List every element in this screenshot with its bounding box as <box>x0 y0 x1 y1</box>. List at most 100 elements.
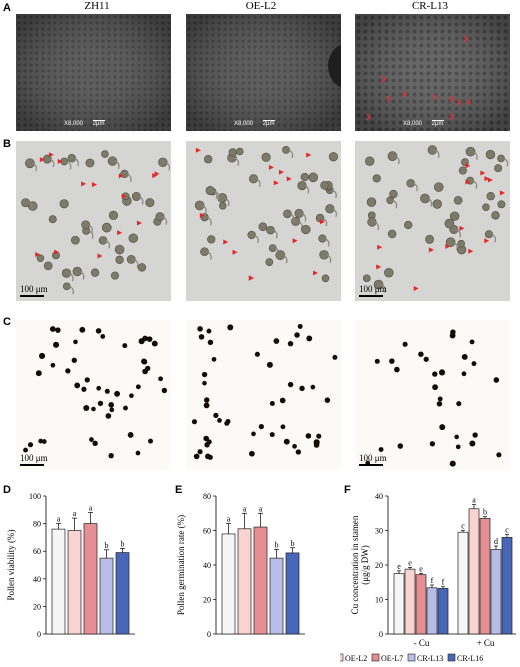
stained-grain <box>432 384 439 391</box>
y-axis-label: Pollen viability (%) <box>6 530 16 601</box>
pollen-grain <box>458 166 467 175</box>
stained-grain <box>306 335 313 342</box>
stained-grain <box>437 396 443 402</box>
stained-grain <box>461 353 468 360</box>
pollen-grain <box>432 199 442 209</box>
pollen-grain <box>67 153 79 167</box>
y-axis-label: Cu concentration in stamen <box>350 515 360 614</box>
pollen-grain <box>384 268 394 278</box>
sem-image-oe-l2: X8,000 2μm <box>186 14 341 131</box>
stained-grain <box>295 449 302 455</box>
arrowhead-marker <box>428 247 434 253</box>
scale-bar-100um: 100 μm <box>20 284 48 297</box>
stained-grain <box>197 326 203 332</box>
pollen-grain <box>72 266 85 280</box>
pollen-grain <box>137 263 147 272</box>
legend-swatch <box>340 653 344 662</box>
arrowhead-marker <box>377 244 383 250</box>
bar <box>393 573 405 635</box>
pollen-grains <box>194 146 339 283</box>
stained-grain <box>269 400 275 406</box>
stained-grain <box>283 438 290 445</box>
pollen-grain <box>282 146 294 159</box>
stained-grain <box>96 385 102 391</box>
stained-grain <box>471 361 477 367</box>
pollen-grain <box>321 274 330 283</box>
significance-letter: b <box>483 508 487 517</box>
pollen-grain <box>81 220 93 233</box>
stained-grain <box>38 352 46 360</box>
arrowhead-marker <box>278 169 284 175</box>
pollen-grain <box>85 158 95 168</box>
pollen-grain <box>325 204 338 217</box>
y-tick-label: 20 <box>33 602 41 611</box>
arrowhead-marker <box>152 173 158 179</box>
stained-grain <box>41 439 47 444</box>
stained-grain <box>138 338 145 345</box>
bar <box>415 574 427 635</box>
pollen-grain <box>194 200 207 214</box>
chart-pollen-viability: 0 20 40 60 80 100 Pollen viability (%) a a a b b <box>6 492 135 639</box>
pollen-image-b-cr-l13: 100 μm <box>355 141 510 301</box>
pollen-grain <box>228 148 237 157</box>
pollen-grain <box>90 268 100 277</box>
significance-letter: a <box>243 504 247 513</box>
stained-grain <box>287 381 294 388</box>
stained-grain <box>38 438 43 444</box>
legend-swatch <box>447 653 456 662</box>
stained-grain <box>81 386 87 392</box>
pollen-grain <box>115 255 124 264</box>
pollen-grain <box>449 211 460 221</box>
stained-grain <box>203 435 210 442</box>
significance-letter: c <box>461 522 465 531</box>
significance-letter: b <box>121 539 125 548</box>
stained-grain <box>65 368 71 374</box>
bar <box>468 508 480 635</box>
sem-mag: X8,000 <box>234 121 254 127</box>
bar <box>99 557 114 635</box>
arrowhead-marker <box>459 225 465 231</box>
significance-letter: d <box>494 537 498 546</box>
bar <box>501 537 513 635</box>
pollen-grain <box>389 189 398 199</box>
stained-grain <box>73 339 78 345</box>
arrowhead-marker <box>81 181 87 187</box>
y-tick-label: 100 <box>29 492 41 501</box>
pollen-image-b-zh11: 100 μm <box>16 141 171 301</box>
pollen-grain <box>60 157 72 170</box>
stained-grain <box>35 370 42 377</box>
stained-grain <box>104 388 110 394</box>
arrowhead-marker <box>39 157 45 163</box>
column-label-zh11: ZH11 <box>84 0 110 12</box>
pollen-grain <box>258 222 268 232</box>
bar <box>67 530 82 635</box>
pollen-grain <box>497 200 506 209</box>
stained-grain <box>455 444 461 450</box>
pollen-grain <box>365 156 375 166</box>
significance-letter: c <box>505 526 509 535</box>
stained-grain <box>394 366 400 373</box>
stained-pollen <box>365 329 502 467</box>
pollen-grain <box>219 202 227 210</box>
stained-grain <box>108 453 114 459</box>
stained-grain <box>378 447 384 452</box>
stained-grain <box>454 434 460 440</box>
scale-bar-100um: 100 μm <box>20 453 48 466</box>
stained-grain <box>423 356 429 362</box>
pollen-grain <box>386 196 398 209</box>
arrowhead-marker <box>445 243 451 249</box>
arrowhead-marker <box>468 248 474 254</box>
sem-scale: X8,000 2μm <box>64 120 105 127</box>
bar <box>490 549 502 635</box>
arrowhead-marker <box>48 152 54 158</box>
pollen-grain <box>484 230 497 243</box>
arrowhead-marker <box>117 230 123 236</box>
pollen-grain <box>301 224 311 235</box>
pollen-grain <box>261 152 271 162</box>
panel-label-e: E <box>175 484 183 496</box>
stained-grain <box>273 338 280 344</box>
pollen-grain <box>320 181 329 190</box>
pollen-grain <box>434 182 444 192</box>
stained-grain <box>496 452 502 458</box>
pollen-grain <box>101 150 109 158</box>
